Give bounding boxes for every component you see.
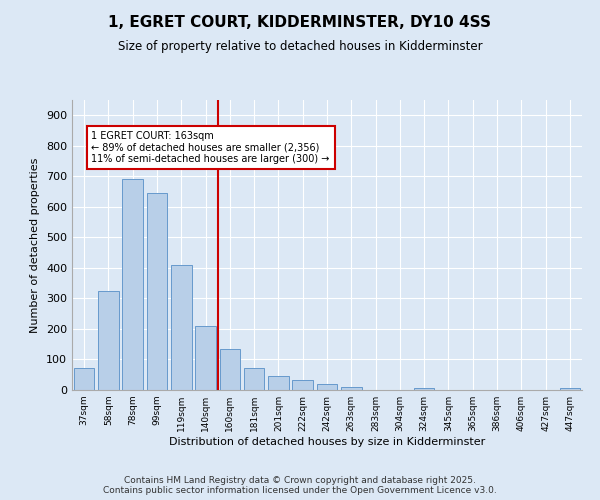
Bar [341,387,362,390]
Text: 1, EGRET COURT, KIDDERMINSTER, DY10 4SS: 1, EGRET COURT, KIDDERMINSTER, DY10 4SS [109,15,491,30]
Y-axis label: Number of detached properties: Number of detached properties [31,158,40,332]
Text: Contains HM Land Registry data © Crown copyright and database right 2025.
Contai: Contains HM Land Registry data © Crown c… [103,476,497,495]
X-axis label: Distribution of detached houses by size in Kidderminster: Distribution of detached houses by size … [169,437,485,447]
Bar [414,388,434,390]
Bar [171,265,191,390]
Text: Size of property relative to detached houses in Kidderminster: Size of property relative to detached ho… [118,40,482,53]
Bar [74,368,94,390]
Bar [220,349,240,390]
Bar [292,380,313,390]
Bar [122,180,143,390]
Bar [195,326,216,390]
Bar [560,388,580,390]
Bar [98,291,119,390]
Bar [244,368,265,390]
Bar [317,384,337,390]
Text: 1 EGRET COURT: 163sqm
← 89% of detached houses are smaller (2,356)
11% of semi-d: 1 EGRET COURT: 163sqm ← 89% of detached … [91,130,330,164]
Bar [146,193,167,390]
Bar [268,376,289,390]
